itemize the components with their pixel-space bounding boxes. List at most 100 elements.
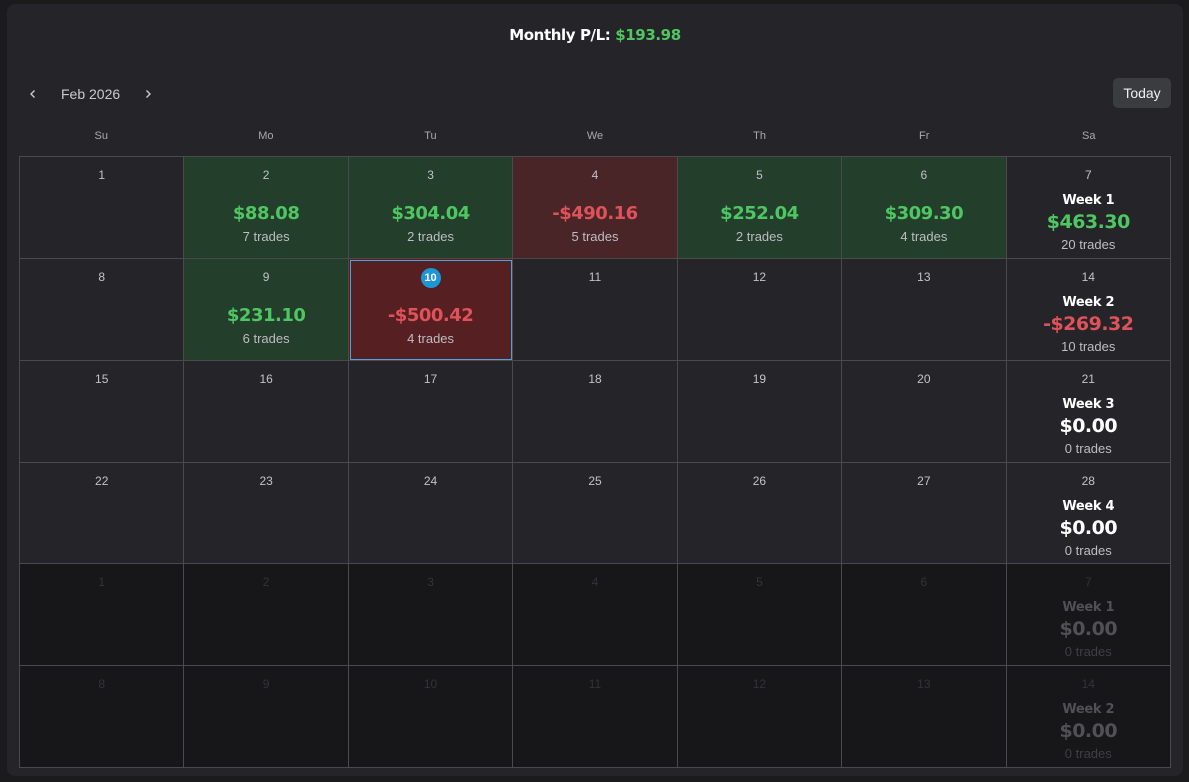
day-cell[interactable]: 12 — [677, 258, 843, 361]
day-number: 4 — [591, 168, 599, 182]
week-pl-value: $0.00 — [1059, 720, 1118, 743]
chevron-left-icon — [30, 90, 35, 98]
day-cell[interactable]: 19 — [677, 360, 843, 463]
day-cell[interactable]: 9 — [184, 666, 349, 768]
day-pl-value: -$500.42 — [387, 304, 474, 326]
week-summary-cell[interactable]: 7 Week 1 $463.30 20 trades — [1006, 157, 1171, 259]
day-number: 20 — [917, 371, 931, 386]
day-cell[interactable]: 13 — [842, 666, 1007, 768]
day-cell[interactable]: 6 $309.30 4 trades — [842, 157, 1007, 259]
day-cell[interactable]: 5 $252.04 2 trades — [677, 157, 843, 259]
day-number: 3 — [427, 575, 434, 590]
next-month-button[interactable] — [136, 82, 160, 106]
week-summary-cell[interactable]: 21 Week 3 $0.00 0 trades — [1006, 360, 1171, 463]
day-cell[interactable]: 22 — [20, 462, 185, 565]
week-label: Week 4 — [1062, 498, 1115, 514]
day-number: 4 — [591, 575, 599, 590]
day-cell[interactable]: 10 -$500.42 4 trades — [348, 258, 514, 361]
weekday-label: Su — [94, 130, 109, 142]
day-cell[interactable]: 20 — [842, 360, 1007, 463]
day-cell[interactable]: 23 — [184, 462, 349, 565]
day-cell[interactable]: 27 — [842, 462, 1007, 565]
weekday-label: Th — [753, 130, 767, 142]
week-pl-value: -$269.32 — [1043, 312, 1134, 335]
day-cell[interactable]: 6 — [842, 564, 1007, 667]
day-cell[interactable]: 12 — [677, 666, 843, 768]
day-number: 24 — [423, 473, 438, 488]
calendar-panel: Monthly P/L: $193.98 Feb 2026 Today Su M… — [7, 4, 1183, 776]
day-number: 15 — [95, 371, 109, 386]
week-summary-cell[interactable]: 7 Week 1 $0.00 0 trades — [1006, 564, 1171, 667]
day-cell[interactable]: 26 — [677, 462, 843, 565]
day-number: 11 — [588, 677, 602, 692]
day-number: 6 — [920, 575, 928, 590]
day-pl-value: $231.10 — [226, 304, 306, 326]
weekday-label: Sa — [1082, 130, 1096, 142]
today-date-badge: 10 — [420, 267, 441, 288]
calendar-grid: 1 2 $88.08 7 trades 3 $304.04 2 trades 4 -$490.1… — [19, 156, 1171, 768]
day-number: 12 — [752, 677, 767, 692]
day-number: 5 — [756, 168, 763, 182]
day-number: 3 — [427, 168, 434, 182]
week-label: Week 2 — [1062, 702, 1115, 718]
day-number: 1 — [98, 168, 106, 182]
week-trade-count: 0 trades — [1064, 644, 1112, 660]
monthly-pl-title: Monthly P/L: $193.98 — [7, 26, 1183, 44]
day-cell[interactable]: 17 — [348, 360, 514, 463]
day-number: 8 — [98, 677, 106, 692]
day-number: 13 — [917, 269, 931, 284]
day-number: 8 — [98, 269, 106, 284]
day-cell[interactable]: 25 — [513, 462, 678, 565]
weekday-label: Fr — [918, 130, 930, 142]
day-cell[interactable]: 4 — [513, 564, 678, 667]
week-summary-cell[interactable]: 14 Week 2 $0.00 0 trades — [1006, 666, 1171, 768]
day-number: 22 — [95, 473, 109, 488]
day-number: 23 — [259, 473, 273, 488]
day-cell[interactable]: 2 — [184, 564, 349, 667]
day-number: 26 — [752, 473, 767, 488]
day-number: 28 — [1081, 473, 1095, 488]
day-cell[interactable]: 3 — [348, 564, 514, 667]
day-cell[interactable]: 10 — [348, 666, 514, 768]
day-cell[interactable]: 24 — [348, 462, 514, 565]
week-trade-count: 10 trades — [1061, 338, 1116, 354]
day-cell[interactable]: 15 — [20, 360, 185, 463]
day-cell[interactable]: 16 — [184, 360, 349, 463]
week-summary-cell[interactable]: 28 Week 4 $0.00 0 trades — [1006, 462, 1171, 565]
day-cell[interactable]: 2 $88.08 7 trades — [184, 157, 349, 259]
day-cell[interactable]: 9 $231.10 6 trades — [184, 258, 349, 361]
day-cell[interactable]: 13 — [842, 258, 1007, 361]
day-number: 14 — [1081, 677, 1095, 692]
monthly-pl-value: $193.98 — [615, 26, 681, 44]
day-number: 10 — [423, 677, 438, 692]
day-cell[interactable]: 8 — [20, 666, 185, 768]
week-trade-count: 0 trades — [1064, 542, 1112, 558]
week-label: Week 3 — [1062, 396, 1115, 412]
day-cell[interactable]: 1 — [20, 564, 185, 667]
day-number: 2 — [262, 575, 270, 590]
current-month-label: Feb 2026 — [61, 86, 121, 102]
week-summary-cell[interactable]: 14 Week 2 -$269.32 10 trades — [1006, 258, 1171, 361]
day-number: 11 — [588, 269, 602, 284]
day-trade-count: 4 trades — [900, 229, 948, 244]
day-cell[interactable]: 4 -$490.16 5 trades — [513, 157, 678, 259]
today-button[interactable]: Today — [1113, 78, 1171, 108]
day-pl-value: $309.30 — [884, 203, 964, 224]
day-cell[interactable]: 8 — [20, 258, 185, 361]
day-cell[interactable]: 11 — [513, 666, 678, 768]
day-cell[interactable]: 11 — [513, 258, 678, 361]
day-number: 18 — [588, 371, 602, 386]
day-cell[interactable]: 18 — [513, 360, 678, 463]
day-cell[interactable]: 5 — [677, 564, 843, 667]
prev-month-button[interactable] — [21, 82, 45, 106]
weekday-label: Mo — [258, 130, 274, 142]
day-trade-count: 2 trades — [735, 229, 783, 244]
day-trade-count: 4 trades — [407, 330, 455, 346]
day-cell[interactable]: 3 $304.04 2 trades — [348, 157, 514, 259]
week-trade-count: 0 trades — [1064, 440, 1112, 456]
day-trade-count: 6 trades — [242, 330, 290, 346]
day-cell[interactable]: 1 — [20, 157, 185, 259]
day-number: 2 — [262, 168, 270, 182]
monthly-pl-label: Monthly P/L: — [509, 26, 611, 44]
day-number: 17 — [423, 371, 438, 386]
